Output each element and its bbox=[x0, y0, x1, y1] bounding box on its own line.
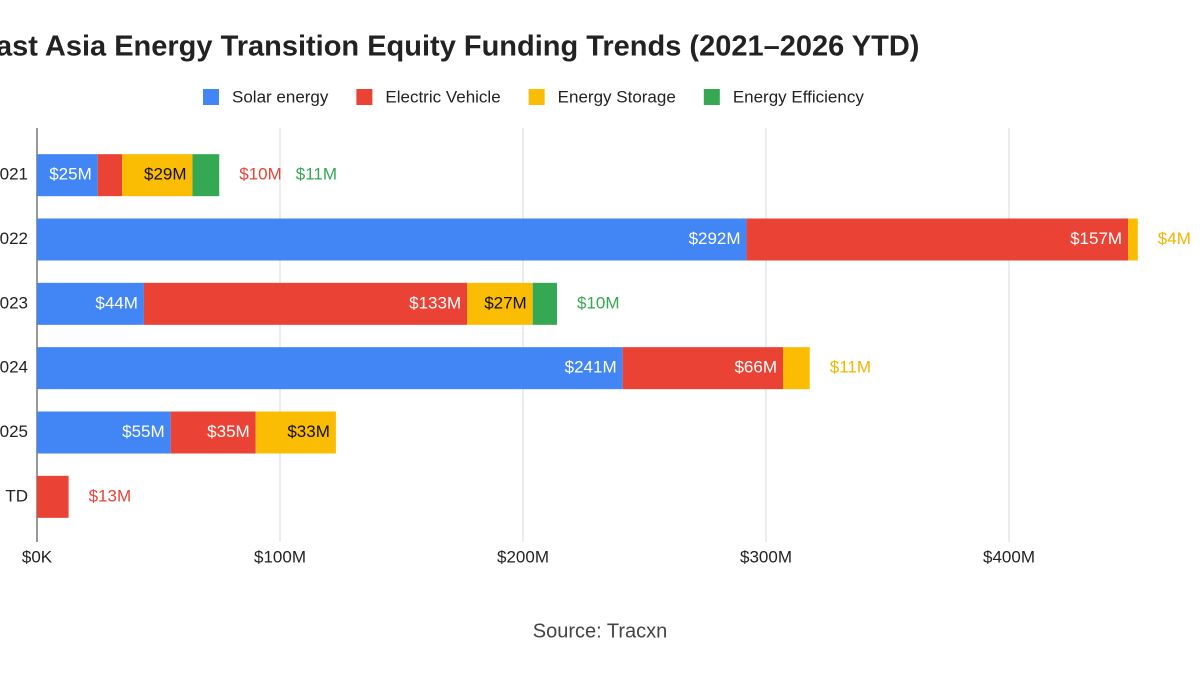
x-tick-label: $100M bbox=[254, 547, 306, 566]
y-tick-label: 023 bbox=[0, 293, 28, 312]
legend-label: Energy Storage bbox=[558, 87, 676, 106]
legend-swatch bbox=[703, 89, 720, 105]
data-label: $157M bbox=[1070, 229, 1122, 248]
legend-label: Electric Vehicle bbox=[385, 87, 500, 106]
legend-swatch bbox=[528, 89, 545, 105]
bar-segment bbox=[746, 218, 1129, 261]
data-label: $10M bbox=[577, 293, 620, 312]
bar-segment bbox=[97, 154, 123, 197]
x-tick-label: $400M bbox=[983, 547, 1035, 566]
bar-segment bbox=[467, 282, 533, 325]
data-label: $133M bbox=[409, 293, 461, 312]
bar-segment bbox=[37, 475, 69, 518]
data-label: $27M bbox=[484, 293, 527, 312]
bar-segment bbox=[37, 411, 171, 454]
y-tick-label: 024 bbox=[0, 358, 28, 377]
chart-title: ast Asia Energy Transition Equity Fundin… bbox=[0, 31, 919, 63]
y-tick-label: 021 bbox=[0, 165, 28, 184]
bar-segment bbox=[622, 347, 784, 390]
legend-swatch bbox=[356, 89, 373, 105]
bar-segment bbox=[783, 347, 810, 390]
y-tick-label: TD bbox=[5, 486, 28, 505]
bar-segment bbox=[37, 347, 623, 390]
legend-swatch bbox=[203, 89, 219, 105]
legend-label: Energy Efficiency bbox=[733, 87, 865, 106]
data-label: $11M bbox=[830, 358, 871, 377]
data-label: $241M bbox=[565, 358, 617, 377]
x-tick-label: $200M bbox=[497, 547, 549, 566]
data-label: $11M bbox=[296, 165, 337, 184]
bar-segment bbox=[37, 282, 144, 325]
data-label: $55M bbox=[122, 422, 165, 441]
data-label: $35M bbox=[207, 422, 250, 441]
bar-segment bbox=[532, 282, 558, 325]
legend-label: Solar energy bbox=[232, 87, 329, 106]
y-tick-label: 025 bbox=[0, 422, 28, 441]
bar-segment bbox=[122, 154, 193, 197]
bar-segment bbox=[1128, 218, 1138, 261]
x-tick-label: $0K bbox=[22, 547, 53, 566]
x-tick-label: $300M bbox=[740, 547, 792, 566]
data-label: $29M bbox=[144, 165, 187, 184]
source-note: Source: Tracxn bbox=[533, 620, 668, 642]
bar-segment bbox=[192, 154, 220, 197]
bar-segment bbox=[170, 411, 256, 454]
data-label: $10M bbox=[239, 165, 282, 184]
data-label: $66M bbox=[734, 358, 777, 377]
bar-segment bbox=[143, 282, 468, 325]
bar-segment bbox=[37, 218, 747, 261]
data-label: $292M bbox=[689, 229, 741, 248]
data-label: $33M bbox=[287, 422, 330, 441]
data-label: $25M bbox=[49, 165, 92, 184]
data-label: $4M bbox=[1158, 229, 1191, 248]
data-label: $13M bbox=[89, 486, 132, 505]
bar-segment bbox=[37, 154, 98, 197]
bar-segment bbox=[255, 411, 336, 454]
data-label: $44M bbox=[95, 293, 138, 312]
y-tick-label: 022 bbox=[0, 229, 28, 248]
